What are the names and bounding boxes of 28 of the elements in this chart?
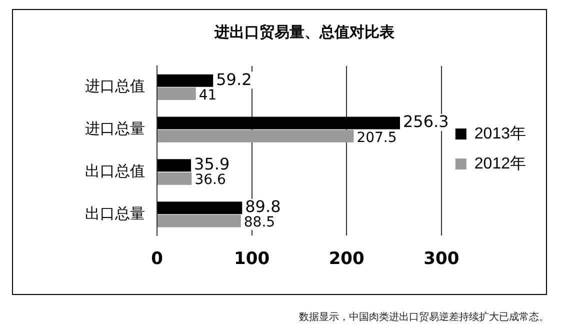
- data-label: 207.5: [356, 130, 397, 146]
- data-label: 256.3: [402, 112, 449, 132]
- x-tick-label: 300: [424, 249, 460, 270]
- chart-title: 进出口贸易量、总值对比表: [214, 22, 396, 41]
- bar: [158, 130, 354, 142]
- data-label: 89.8: [245, 196, 281, 216]
- data-label: 41: [198, 87, 217, 104]
- bar: [158, 172, 192, 185]
- bar: [158, 214, 241, 228]
- bar: [158, 159, 192, 172]
- x-tick-label: 100: [234, 249, 270, 270]
- y-tick-label: 进口总值: [85, 77, 145, 96]
- bar: [158, 202, 242, 214]
- y-tick-label: 出口总值: [85, 162, 145, 180]
- data-label: 59.2: [216, 70, 252, 89]
- data-label: 88.5: [244, 214, 276, 231]
- text: 数据显示，中国肉类进出口贸易逆差持续扩大已成常态。: [299, 310, 549, 324]
- bar: [158, 88, 196, 100]
- x-tick-label: 0: [151, 249, 164, 270]
- y-tick-label: 出口总量: [85, 204, 145, 222]
- data-label: 35.9: [194, 154, 230, 174]
- bar: [158, 116, 400, 130]
- y-tick-label: 进口总量: [85, 119, 145, 138]
- bar: [158, 74, 214, 87]
- x-tick-label: 200: [328, 249, 365, 270]
- legend-label: 2013年: [474, 125, 526, 142]
- legend-label: 2012年: [474, 155, 526, 172]
- data-label: 36.6: [194, 172, 226, 188]
